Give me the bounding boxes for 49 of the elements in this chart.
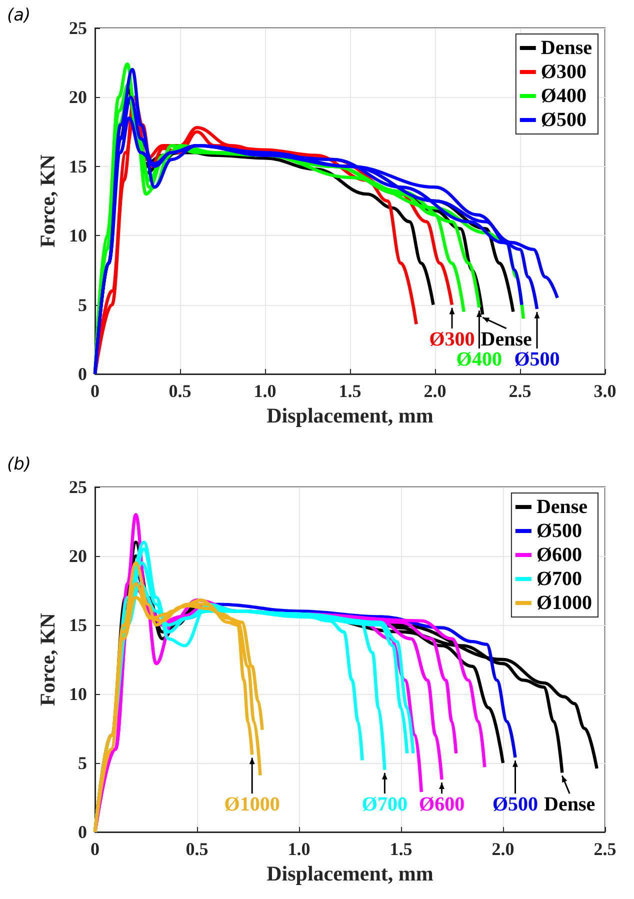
x-tick-label: 1.0 [254, 381, 276, 401]
x-tick-label: 2.0 [424, 381, 446, 401]
annotation: Ø500 [514, 348, 560, 370]
y-tick-label: 25 [69, 477, 87, 497]
x-tick-label: 0 [90, 839, 100, 859]
y-tick-label: 0 [78, 822, 87, 842]
x-tick-label: 1.5 [338, 381, 362, 401]
chart-title: (b) [7, 454, 32, 474]
y-tick-label: 25 [69, 18, 87, 38]
x-tick-label: 1.5 [390, 839, 412, 859]
y-tick-label: 5 [78, 753, 87, 773]
legend-label: Dense [536, 496, 588, 518]
annotation: Ø1000 [224, 794, 280, 816]
annotation: Ø300 [429, 328, 475, 350]
legend-label: Ø400 [540, 85, 586, 107]
legend-label: Ø300 [540, 61, 586, 83]
x-tick-label: 1.0 [288, 839, 310, 859]
y-axis-title: Force, KN [36, 154, 60, 248]
y-axis-title: Force, KN [36, 613, 60, 706]
x-axis-title: Displacement, mm [266, 861, 434, 886]
annotation: Dense [544, 794, 596, 816]
y-tick-label: 15 [69, 156, 87, 176]
legend-label: Ø600 [536, 544, 582, 566]
x-tick-label: 2.5 [508, 381, 532, 401]
x-axis-title: Displacement, mm [266, 403, 434, 428]
x-tick-label: 2.5 [594, 839, 616, 859]
annotation: Ø500 [492, 794, 538, 816]
legend-label: Dense [540, 37, 592, 59]
legend-label: Ø500 [540, 109, 586, 131]
x-tick-label: 0.5 [168, 381, 192, 401]
y-tick-label: 15 [69, 615, 87, 635]
annotation: Dense [480, 328, 532, 350]
legend-label: Ø1000 [536, 592, 592, 614]
x-tick-label: 3.0 [594, 381, 616, 401]
chart-title: (a) [7, 6, 31, 26]
y-tick-label: 0 [78, 364, 87, 384]
x-tick-label: 2.0 [492, 839, 514, 859]
y-tick-label: 5 [78, 294, 87, 315]
annotation: Ø700 [362, 794, 408, 816]
y-tick-label: 20 [69, 546, 87, 566]
x-tick-label: 0.5 [186, 839, 208, 859]
y-tick-label: 10 [69, 226, 87, 246]
annotation: Ø600 [419, 794, 465, 816]
x-tick-label: 0 [90, 381, 100, 401]
legend-label: Ø500 [536, 520, 582, 542]
y-tick-label: 20 [69, 87, 87, 108]
annotation: Ø400 [456, 348, 502, 370]
y-tick-label: 10 [69, 684, 87, 704]
legend-label: Ø700 [536, 568, 582, 590]
